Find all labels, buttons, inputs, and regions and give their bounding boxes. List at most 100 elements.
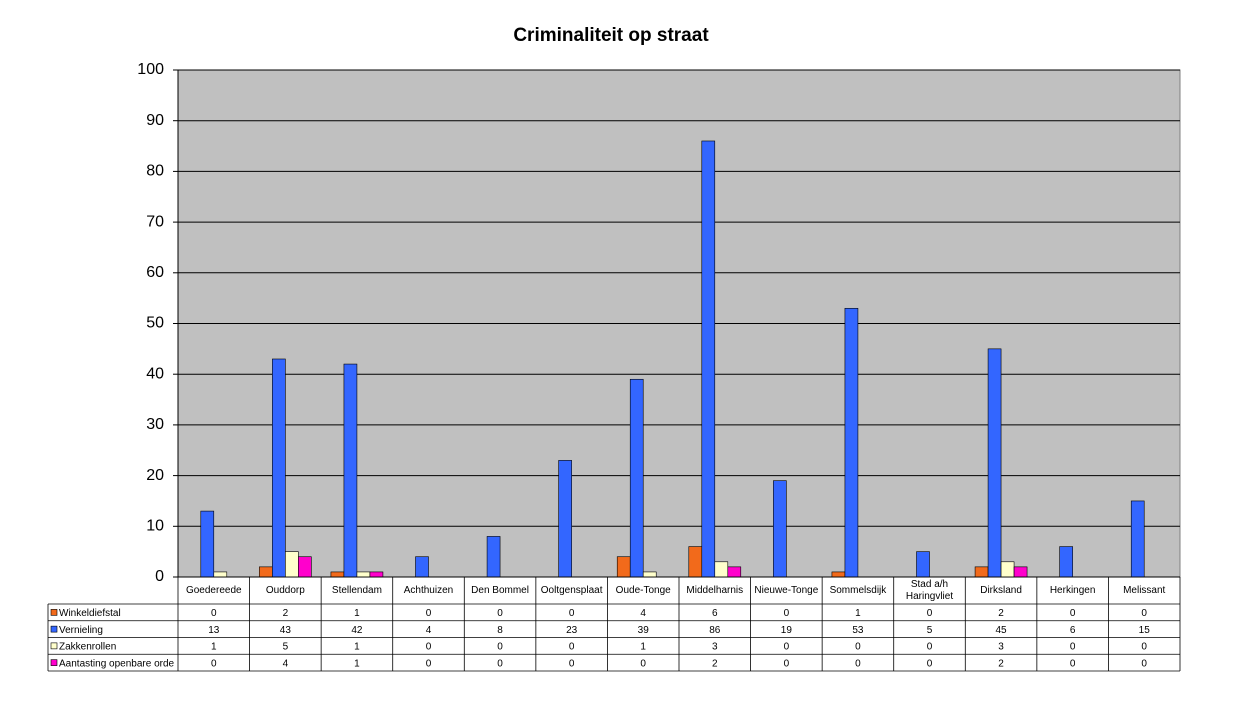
x-tick-label: Ooltgensplaat <box>540 584 603 596</box>
bar <box>272 358 286 578</box>
table-value: 0 <box>211 658 217 669</box>
table-value: 6 <box>1070 625 1076 636</box>
y-tick-label: 60 <box>146 264 164 281</box>
y-tick-label: 0 <box>155 568 164 585</box>
x-tick-label: Oude-Tonge <box>615 584 671 596</box>
table-value: 0 <box>784 642 790 653</box>
bar <box>486 536 501 578</box>
legend-key <box>50 642 58 650</box>
table-header-cell: Stellendam <box>331 584 382 596</box>
table-value: 39 <box>638 625 650 636</box>
y-tick-label: 80 <box>146 163 164 180</box>
table-header-cell: Den Bommel <box>471 584 529 596</box>
x-tick-label: Sommelsdijk <box>829 584 887 596</box>
x-tick-label: Melissant <box>1123 584 1166 596</box>
table-value: 2 <box>712 658 718 669</box>
table-value: 3 <box>712 642 718 653</box>
legend-label: Zakkenrollen <box>59 642 116 653</box>
table-header-cell: Oude-Tonge <box>615 584 671 596</box>
table-value: 42 <box>351 625 363 636</box>
y-tick-label: 40 <box>146 365 164 382</box>
bar <box>200 510 215 578</box>
table-header-cell: Ooltgensplaat <box>540 584 603 596</box>
table-value: 1 <box>211 642 217 653</box>
x-tick-label: Stad a/h Haringvliet <box>905 579 954 602</box>
legend-label: Vernieling <box>59 625 103 636</box>
legend-key <box>50 609 58 616</box>
table-header-cell: Stad a/h Haringvliet <box>905 579 954 602</box>
table-value: 23 <box>566 625 578 636</box>
table-header-cell: Middelharnis <box>686 585 743 596</box>
table-value: 0 <box>497 608 503 619</box>
table-value: 5 <box>283 642 289 653</box>
table-header-cell: Achthuizen <box>403 584 454 596</box>
bar <box>844 307 859 578</box>
table-header-cell: Dirksland <box>980 584 1022 596</box>
x-tick-label: Herkingen <box>1049 584 1096 596</box>
table-value: 0 <box>497 658 503 669</box>
bar <box>727 566 742 578</box>
y-tick-label: 100 <box>137 61 164 78</box>
bar <box>1130 500 1145 578</box>
table-value: 0 <box>426 608 432 619</box>
x-tick-label: Ouddorp <box>265 584 305 596</box>
table-value: 0 <box>927 658 933 669</box>
x-tick-label: Stellendam <box>331 584 382 596</box>
table-value: 45 <box>996 625 1008 636</box>
bar <box>1059 546 1073 578</box>
table-value: 0 <box>569 642 575 653</box>
bar <box>916 551 930 578</box>
table-value: 0 <box>426 642 432 653</box>
table-value: 0 <box>927 608 933 619</box>
table-value: 13 <box>208 625 220 636</box>
table-header-cell: Herkingen <box>1049 584 1096 596</box>
table-value: 0 <box>1070 608 1076 619</box>
table-value: 5 <box>927 625 933 636</box>
table-header-cell: Melissant <box>1123 584 1166 596</box>
y-tick-label: 70 <box>146 213 164 230</box>
bar <box>629 378 644 578</box>
bar <box>298 556 312 578</box>
legend-label: Winkeldiefstal <box>59 608 121 619</box>
bar <box>616 556 631 578</box>
table-value: 8 <box>497 625 503 636</box>
x-tick-label: Dirksland <box>980 584 1022 596</box>
table-value: 19 <box>781 625 793 636</box>
table-header-cell: Nieuwe-Tonge <box>754 584 819 596</box>
bar <box>987 348 1002 578</box>
table-value: 0 <box>211 608 217 619</box>
table-value: 0 <box>927 642 933 653</box>
table-value: 1 <box>354 658 360 669</box>
table-value: 2 <box>283 608 289 619</box>
table-value: 43 <box>280 625 292 636</box>
table-value: 0 <box>497 642 503 653</box>
table-value: 0 <box>1070 642 1076 653</box>
bar <box>1000 561 1015 578</box>
table-value: 2 <box>998 658 1004 669</box>
bar <box>1013 566 1028 578</box>
table-value: 0 <box>640 658 646 669</box>
x-tick-label: Nieuwe-Tonge <box>754 584 819 596</box>
bar <box>558 460 572 578</box>
table-header-cell: Sommelsdijk <box>829 584 887 596</box>
table-value: 1 <box>640 642 646 653</box>
bar <box>688 546 703 578</box>
x-tick-label: Den Bommel <box>471 584 529 596</box>
x-tick-label: Achthuizen <box>403 584 454 596</box>
table-value: 0 <box>1141 608 1147 619</box>
y-tick-label: 90 <box>146 112 164 129</box>
table-value: 0 <box>569 658 575 669</box>
table-value: 1 <box>855 608 861 619</box>
x-tick-label: Goedereede <box>185 584 242 596</box>
bar <box>974 566 989 578</box>
table-value: 0 <box>855 642 861 653</box>
bar <box>343 363 358 578</box>
table-value: 4 <box>426 625 432 636</box>
bar <box>415 556 429 578</box>
table-header-cell: Ouddorp <box>265 584 305 596</box>
table-value: 3 <box>998 642 1004 653</box>
table-value: 0 <box>426 658 432 669</box>
bar <box>285 551 299 578</box>
table-value: 0 <box>1070 658 1076 669</box>
